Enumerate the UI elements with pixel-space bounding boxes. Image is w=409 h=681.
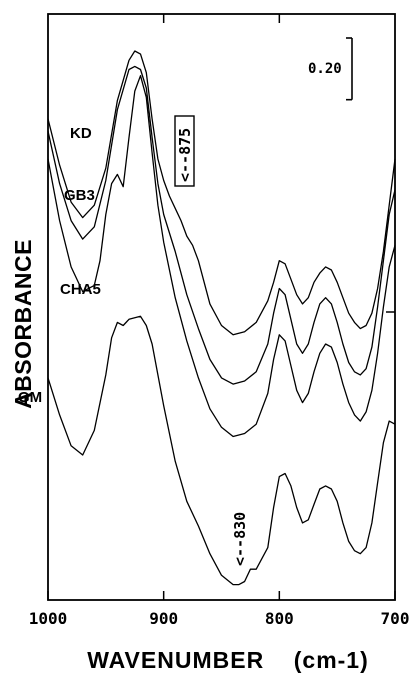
curve-label-gb3: GB3 — [64, 187, 95, 204]
annotation-box — [174, 115, 195, 187]
x-tick-label: 800 — [265, 609, 294, 628]
scale-bar: 0.20 — [308, 37, 353, 101]
spectra-series — [47, 50, 396, 586]
curve-label-gm: GM — [18, 389, 42, 406]
scale-bar-label: 0.20 — [308, 61, 342, 77]
series-line-gm — [47, 315, 396, 586]
x-axis-title: WAVENUMBER (cm-1) — [87, 647, 369, 673]
annotation-875: <--875 — [174, 115, 195, 187]
x-axis-ticks: 1000 900 800 700 — [29, 591, 409, 628]
plot-frame — [47, 13, 396, 601]
annotation-830: <--830 — [231, 512, 249, 566]
series-labels: KD GB3 CHA5 GM — [18, 125, 101, 406]
series-line-gb3 — [47, 65, 396, 385]
x-tick-label: 900 — [149, 609, 178, 628]
plot-border — [47, 13, 396, 601]
curve-label-cha5: CHA5 — [60, 281, 101, 298]
curve-label-kd: KD — [70, 125, 92, 142]
series-line-kd — [47, 50, 396, 336]
annotations: <--875 <--830 — [174, 115, 249, 566]
annotation-830-text: <--830 — [231, 512, 249, 566]
y-axis-title: ABSORBANCE — [10, 239, 36, 409]
x-tick-label: 1000 — [29, 609, 68, 628]
annotation-875-text: <--875 — [176, 128, 194, 182]
series-line-cha5 — [47, 75, 396, 438]
x-tick-label: 700 — [381, 609, 409, 628]
